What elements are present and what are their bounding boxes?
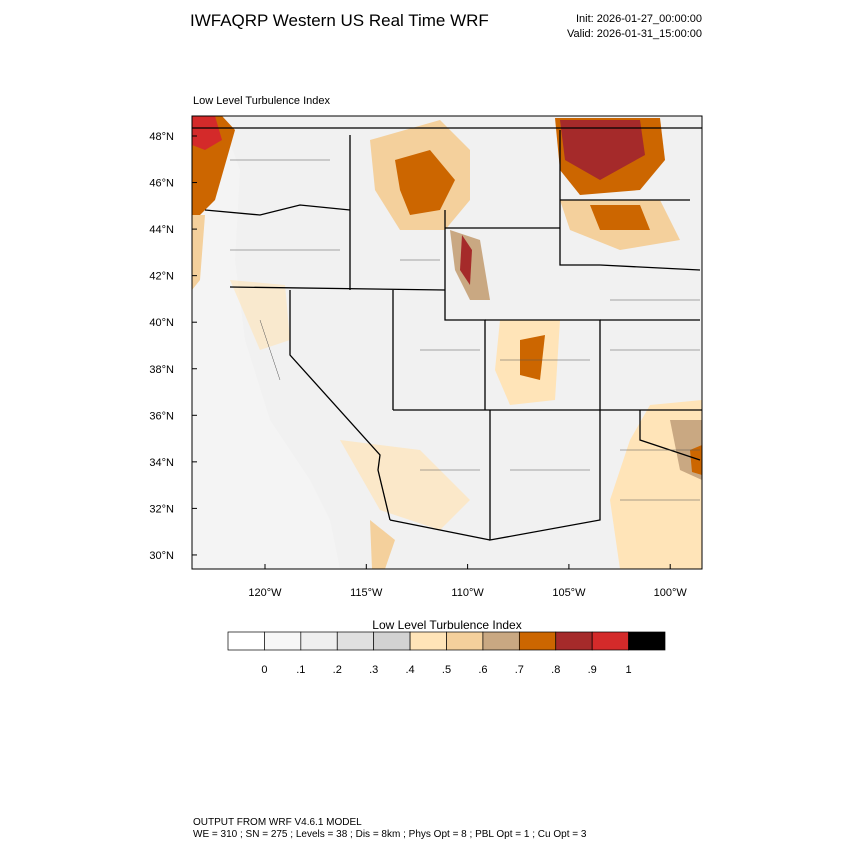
footer-line: OUTPUT FROM WRF V4.6.1 MODEL — [193, 817, 362, 828]
lat-label: 44°N — [149, 224, 174, 236]
init-time: Init: 2026-01-27_00:00:00 — [576, 13, 702, 25]
colorbar-label: .2 — [333, 664, 342, 676]
colorbar-title: Low Level Turbulence Index — [372, 618, 521, 632]
lat-label: 42°N — [149, 271, 174, 283]
lon-label: 100°W — [654, 587, 688, 599]
colorbar-box — [409, 631, 447, 651]
colorbar-box — [628, 631, 666, 651]
colorbar-box — [518, 631, 557, 651]
colorbar-box — [336, 631, 375, 651]
colorbar-label: .1 — [296, 664, 305, 676]
colorbar-box — [446, 631, 484, 651]
map — [191, 115, 703, 570]
lat-label: 46°N — [149, 178, 174, 190]
colorbar-label: .8 — [551, 664, 560, 676]
lat-label: 34°N — [149, 457, 174, 469]
colorbar-box — [555, 631, 593, 651]
map-title: Low Level Turbulence Index — [193, 95, 330, 107]
lat-label: 36°N — [149, 410, 174, 422]
colorbar-box — [227, 631, 265, 651]
colorbar-label: .9 — [588, 664, 597, 676]
lon-label: 105°W — [552, 587, 586, 599]
lat-label: 38°N — [149, 364, 174, 376]
lat-label: 30°N — [149, 550, 174, 562]
lon-label: 110°W — [451, 587, 484, 599]
colorbar-label: .6 — [478, 664, 487, 676]
colorbar-box — [591, 631, 629, 651]
valid-time: Valid: 2026-01-31_15:00:00 — [567, 28, 702, 40]
colorbar: Low Level Turbulence Index 0 .1 .2 .3 .4 .5 .6… — [227, 618, 666, 676]
colorbar-box — [264, 631, 302, 651]
colorbar-label: .7 — [515, 664, 524, 676]
lat-label: 32°N — [149, 503, 174, 515]
colorbar-label: .4 — [405, 664, 414, 676]
colorbar-label: .3 — [369, 664, 378, 676]
footer-line: WE = 310 ; SN = 275 ; Levels = 38 ; Dis … — [193, 829, 587, 840]
lon-label: 120°W — [248, 587, 282, 599]
axes: 48°N 46°N 44°N 42°N 40°N 38°N 36°N 34°N 32°N 30°N… — [149, 131, 687, 599]
colorbar-label: 0 — [261, 664, 267, 676]
lat-label: 40°N — [149, 317, 174, 329]
title: IWFAQRP Western US Real Time WRF — [190, 11, 489, 30]
lat-label: 48°N — [149, 131, 174, 143]
lon-label: 115°W — [350, 587, 383, 599]
colorbar-box — [300, 631, 338, 651]
colorbar-label: .5 — [442, 664, 451, 676]
colorbar-label: 1 — [626, 664, 632, 676]
colorbar-box — [482, 631, 520, 651]
colorbar-box — [373, 631, 411, 651]
